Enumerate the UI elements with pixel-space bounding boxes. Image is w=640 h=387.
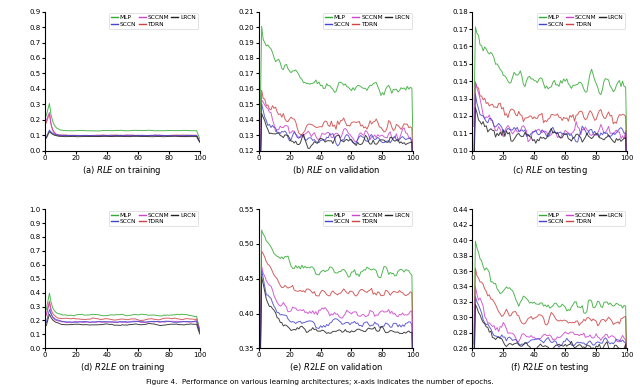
Legend: MLP, SCCN, SCCNM, TDRN, LRCN: MLP, SCCN, SCCNM, TDRN, LRCN bbox=[323, 211, 412, 226]
X-axis label: (b) $\mathit{RLE}$ on validation: (b) $\mathit{RLE}$ on validation bbox=[292, 164, 380, 176]
X-axis label: (f) $\mathit{R2LE}$ on testing: (f) $\mathit{R2LE}$ on testing bbox=[510, 361, 589, 374]
X-axis label: (d) $\mathit{R2LE}$ on training: (d) $\mathit{R2LE}$ on training bbox=[80, 361, 165, 374]
Legend: MLP, SCCN, SCCNM, TDRN, LRCN: MLP, SCCN, SCCNM, TDRN, LRCN bbox=[109, 211, 198, 226]
X-axis label: (a) $\mathit{RLE}$ on training: (a) $\mathit{RLE}$ on training bbox=[83, 164, 162, 177]
Text: Figure 4.  Performance on various learning architectures; x-axis indicates the n: Figure 4. Performance on various learnin… bbox=[146, 379, 494, 385]
X-axis label: (c) $\mathit{RLE}$ on testing: (c) $\mathit{RLE}$ on testing bbox=[512, 164, 588, 177]
X-axis label: (e) $\mathit{R2LE}$ on validation: (e) $\mathit{R2LE}$ on validation bbox=[289, 361, 383, 373]
Legend: MLP, SCCN, SCCNM, TDRN, LRCN: MLP, SCCN, SCCNM, TDRN, LRCN bbox=[323, 14, 412, 29]
Legend: MLP, SCCN, SCCNM, TDRN, LRCN: MLP, SCCN, SCCNM, TDRN, LRCN bbox=[109, 14, 198, 29]
Legend: MLP, SCCN, SCCNM, TDRN, LRCN: MLP, SCCN, SCCNM, TDRN, LRCN bbox=[536, 14, 625, 29]
Legend: MLP, SCCN, SCCNM, TDRN, LRCN: MLP, SCCN, SCCNM, TDRN, LRCN bbox=[536, 211, 625, 226]
